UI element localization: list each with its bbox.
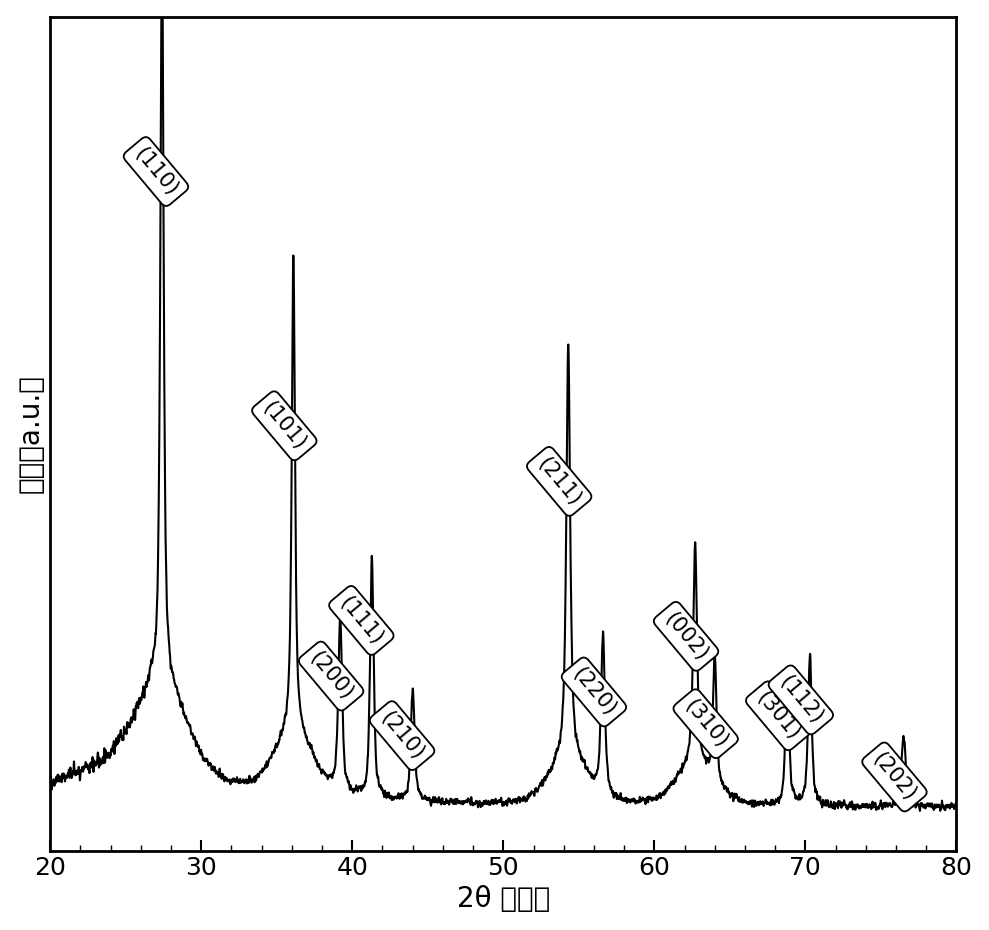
Text: (200): (200) <box>306 648 357 704</box>
X-axis label: 2θ （度）: 2θ （度） <box>457 885 550 913</box>
Text: (110): (110) <box>131 143 182 199</box>
Text: (111): (111) <box>335 592 387 648</box>
Text: (301): (301) <box>753 688 804 744</box>
Y-axis label: 强度（a.u.）: 强度（a.u.） <box>17 375 45 493</box>
Text: (202): (202) <box>868 749 920 804</box>
Text: (101): (101) <box>259 398 310 454</box>
Text: (210): (210) <box>377 708 428 764</box>
Text: (310): (310) <box>680 696 731 751</box>
Text: (211): (211) <box>533 454 584 510</box>
Text: (002): (002) <box>661 608 712 664</box>
Text: (220): (220) <box>569 664 619 720</box>
Text: (112): (112) <box>775 672 827 728</box>
